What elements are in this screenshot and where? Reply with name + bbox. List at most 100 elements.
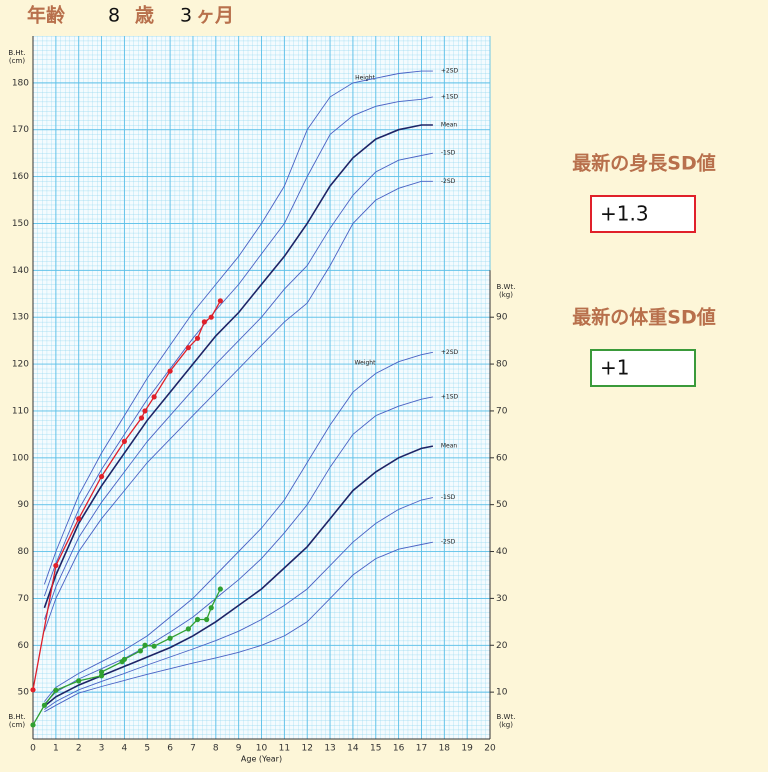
x-tick-label: 12 [301, 744, 312, 754]
x-tick-label: 0 [30, 744, 36, 754]
y-tick-label: 180 [12, 78, 29, 88]
y-tick-label: 160 [12, 172, 29, 182]
y2-axis-label: (kg) [499, 721, 513, 729]
data-point [142, 408, 148, 414]
data-point [217, 298, 223, 304]
panel-title: 最新の身長SD値 [572, 152, 715, 175]
x-tick-label: 5 [144, 744, 150, 754]
lines: +2SD +1SD Mean -1SD -2SD +2SD +1SD Mean -1SD -2SD [30, 68, 459, 728]
reference-curve [43, 124, 433, 609]
y2-tick-label: 60 [496, 453, 508, 463]
data-point [137, 648, 143, 654]
x-tick-label: 4 [122, 744, 128, 754]
age-months: 3 [180, 5, 192, 27]
data-point [167, 635, 173, 641]
y-tick-label: 150 [12, 219, 29, 229]
data-point [76, 678, 82, 684]
age-years-unit: 歳 [135, 5, 154, 27]
curve-label: -2SD [441, 178, 456, 185]
data-point [41, 702, 48, 708]
data-point [167, 368, 173, 374]
y2-axis-label: B.Wt. [497, 713, 516, 721]
panel-box [590, 349, 696, 387]
data-point [121, 438, 127, 444]
age-months-unit: ヶ月 [196, 5, 234, 27]
curve-label: -2SD [441, 539, 456, 546]
x-tick-label: 1 [53, 744, 59, 754]
reference-curve [44, 541, 433, 713]
y2-tick-label: 70 [496, 406, 508, 416]
y-tick-label: 140 [12, 266, 29, 276]
x-tick-label: 7 [190, 744, 196, 754]
x-tick-label: 15 [370, 744, 381, 754]
grid: 0 1 2 3 4 5 6 7 8 9 10 11 12 13 14 15 16 17 18 19 2050607080… [8, 36, 515, 764]
y-tick-label: 170 [12, 125, 29, 135]
y-tick-label: 70 [18, 594, 30, 604]
data-point [201, 319, 207, 325]
reference-curve [44, 351, 433, 702]
x-axis-label: Age (Year) [241, 755, 282, 764]
data-point [208, 605, 214, 611]
annotation: Height [355, 75, 375, 82]
sd-panels: 最新の身長SD値 +1.3 最新の体重SD値 +1 [572, 152, 716, 387]
x-tick-label: 9 [236, 744, 242, 754]
data-point [217, 586, 223, 592]
reference-curve [43, 152, 433, 620]
age-years: 8 [108, 5, 120, 27]
y-tick-label: 60 [18, 641, 30, 651]
y2-axis-label: (kg) [499, 291, 513, 299]
data-point [121, 656, 127, 662]
curve-label: +2SD [441, 68, 459, 75]
reference-curve [43, 180, 433, 632]
x-tick-label: 11 [279, 744, 290, 754]
data-point [151, 643, 157, 649]
y-tick-label: 50 [18, 688, 30, 698]
curve-label: -1SD [441, 494, 456, 501]
data-point [98, 473, 105, 480]
y-tick-label: 130 [12, 313, 29, 323]
y2-tick-label: 40 [496, 547, 508, 557]
data-point [30, 687, 36, 693]
x-tick-label: 20 [484, 744, 496, 754]
x-tick-label: 18 [439, 744, 451, 754]
x-tick-label: 8 [213, 744, 219, 754]
y-axis-label: (cm) [9, 721, 25, 729]
data-point [30, 722, 36, 728]
data-point [185, 626, 191, 632]
x-tick-label: 10 [256, 744, 268, 754]
data-point [98, 673, 105, 679]
curve-label: +1SD [441, 393, 459, 400]
x-tick-label: 19 [461, 744, 473, 754]
data-point [53, 687, 59, 693]
curve-label: -1SD [441, 150, 456, 157]
y-tick-label: 80 [18, 547, 30, 557]
y-axis-label: B.Ht. [8, 713, 25, 721]
y2-tick-label: 80 [496, 360, 508, 370]
x-tick-label: 2 [76, 744, 82, 754]
curve-label: +2SD [441, 349, 459, 356]
y-axis-label: (cm) [9, 57, 25, 65]
curve-label: +1SD [441, 93, 459, 100]
data-point [76, 516, 82, 522]
x-tick-label: 13 [324, 744, 335, 754]
x-tick-label: 6 [167, 744, 173, 754]
y2-tick-label: 30 [496, 594, 508, 604]
panel-value: +1 [600, 356, 629, 380]
age-label: 年齢 [27, 4, 66, 27]
data-point [98, 669, 105, 675]
x-tick-label: 16 [393, 744, 405, 754]
y2-axis-label: B.Wt. [497, 283, 516, 291]
y-tick-label: 120 [12, 360, 29, 370]
y-axis-label: B.Ht. [8, 49, 25, 57]
y2-tick-label: 10 [496, 688, 508, 698]
panel-title: 最新の体重SD値 [572, 306, 715, 329]
patient-line [32, 300, 221, 690]
y-tick-label: 110 [12, 406, 29, 416]
reference-curve [44, 396, 433, 705]
reference-curve [44, 497, 433, 710]
data-point [208, 314, 214, 320]
data-point [138, 415, 145, 421]
y2-tick-label: 20 [496, 641, 508, 651]
data-point [53, 562, 59, 569]
